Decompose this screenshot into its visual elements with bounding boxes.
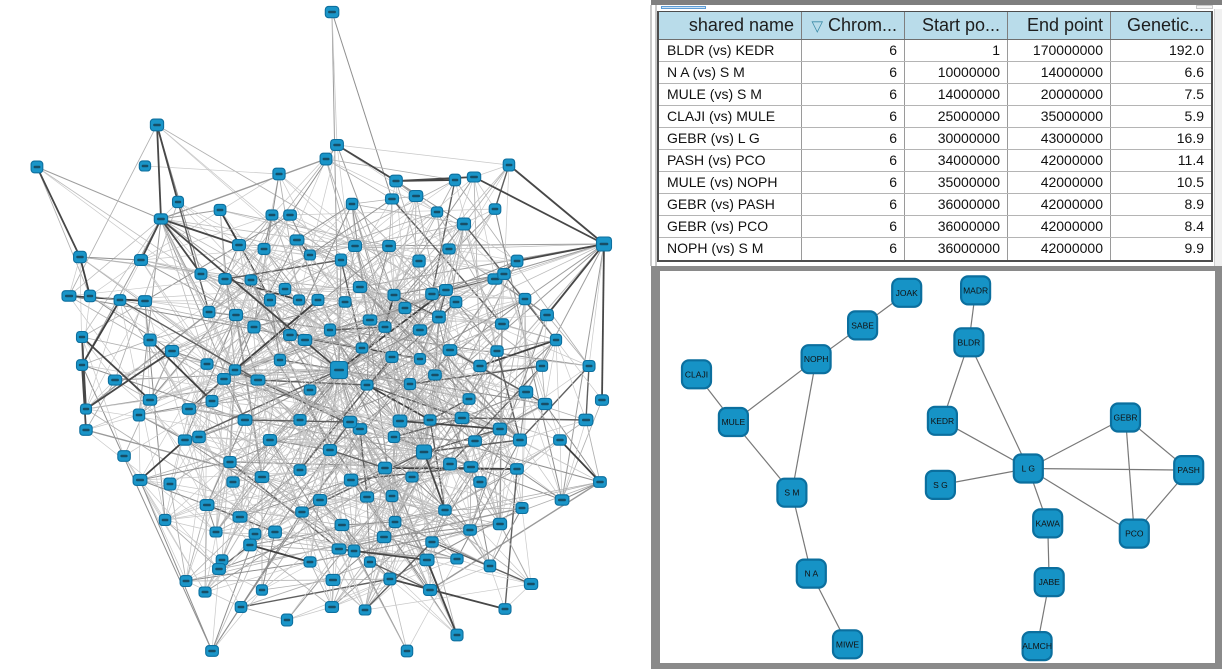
svg-text:SABE: SABE — [851, 320, 874, 330]
svg-text:NOPH: NOPH — [804, 354, 829, 364]
svg-text:BLDR: BLDR — [958, 337, 981, 347]
svg-text:CLAJI: CLAJI — [685, 369, 708, 379]
svg-text:PASH: PASH — [1177, 465, 1200, 475]
svg-text:MULE: MULE — [722, 417, 746, 427]
svg-text:L G: L G — [1022, 464, 1035, 474]
svg-text:JOAK: JOAK — [896, 288, 919, 298]
svg-text:MADR: MADR — [963, 285, 988, 295]
svg-text:ALMCH: ALMCH — [1022, 641, 1052, 651]
svg-text:GEBR: GEBR — [1113, 413, 1137, 423]
svg-text:PCO: PCO — [1125, 529, 1144, 539]
svg-text:MIWE: MIWE — [836, 639, 859, 649]
svg-text:KEDR: KEDR — [931, 416, 955, 426]
svg-text:N A: N A — [804, 569, 818, 579]
svg-text:S M: S M — [784, 488, 799, 498]
svg-text:KAWA: KAWA — [1035, 518, 1060, 528]
svg-text:S G: S G — [933, 480, 948, 490]
svg-text:JABE: JABE — [1039, 577, 1061, 587]
